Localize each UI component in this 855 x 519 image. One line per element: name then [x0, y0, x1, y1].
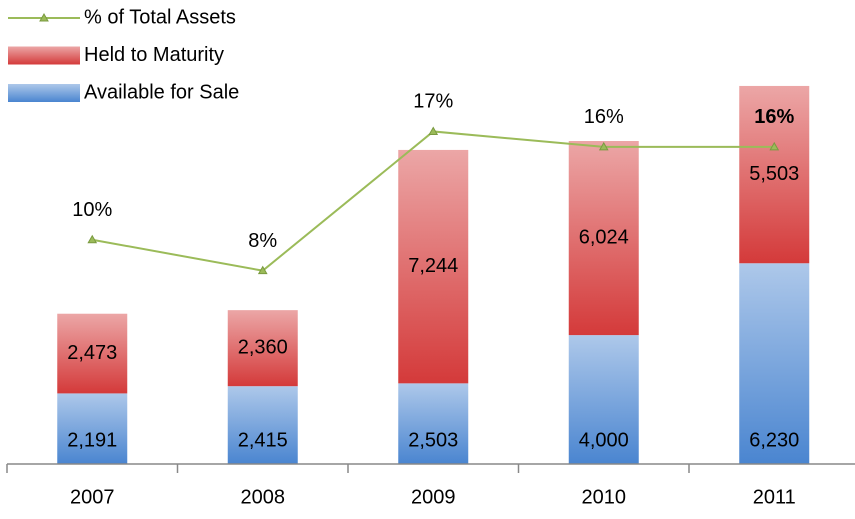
data-label: 16%: [584, 106, 624, 128]
x-tick-label: 2009: [411, 486, 456, 508]
legend-label: Held to Maturity: [84, 44, 224, 66]
line-marker: [428, 126, 439, 135]
x-tick-label: 2010: [582, 486, 627, 508]
bar-segment: [398, 149, 469, 384]
x-tick-label: 2008: [241, 486, 286, 508]
data-label: 2,415: [238, 429, 288, 451]
bar-segment: [568, 335, 639, 464]
bar-segment: [568, 141, 639, 336]
bar-segment: [739, 263, 810, 464]
data-label: 6,024: [579, 226, 629, 248]
legend-label: % of Total Assets: [84, 6, 236, 28]
data-label: 6,230: [749, 429, 799, 451]
line-marker: [257, 265, 268, 275]
legend-swatch: [8, 84, 80, 102]
line-marker: [598, 141, 609, 151]
data-label: 17%: [413, 91, 453, 113]
data-label: 16%: [754, 106, 794, 128]
bar-segment: [57, 393, 128, 464]
line-marker: [87, 234, 98, 244]
legend-swatch: [8, 46, 80, 65]
data-label: 2,473: [67, 342, 117, 364]
data-label: 7,244: [408, 255, 458, 277]
bar-segment: [227, 310, 298, 387]
bar-segment: [398, 383, 469, 464]
data-label: 8%: [248, 230, 277, 252]
data-label: 2,191: [67, 429, 117, 451]
line-marker: [769, 141, 780, 151]
bar-segment: [739, 85, 810, 264]
legend-marker: [39, 12, 49, 22]
x-tick-label: 2011: [753, 486, 796, 508]
legend-label: Available for Sale: [84, 81, 239, 103]
data-label: 2,360: [238, 336, 288, 358]
bar-segment: [57, 313, 128, 394]
data-label: 10%: [72, 199, 112, 221]
data-label: 5,503: [749, 163, 799, 185]
data-label: 2,503: [408, 429, 458, 451]
bar-segment: [227, 386, 298, 464]
data-label: 4,000: [579, 429, 629, 451]
x-tick-label: 2007: [70, 486, 115, 508]
